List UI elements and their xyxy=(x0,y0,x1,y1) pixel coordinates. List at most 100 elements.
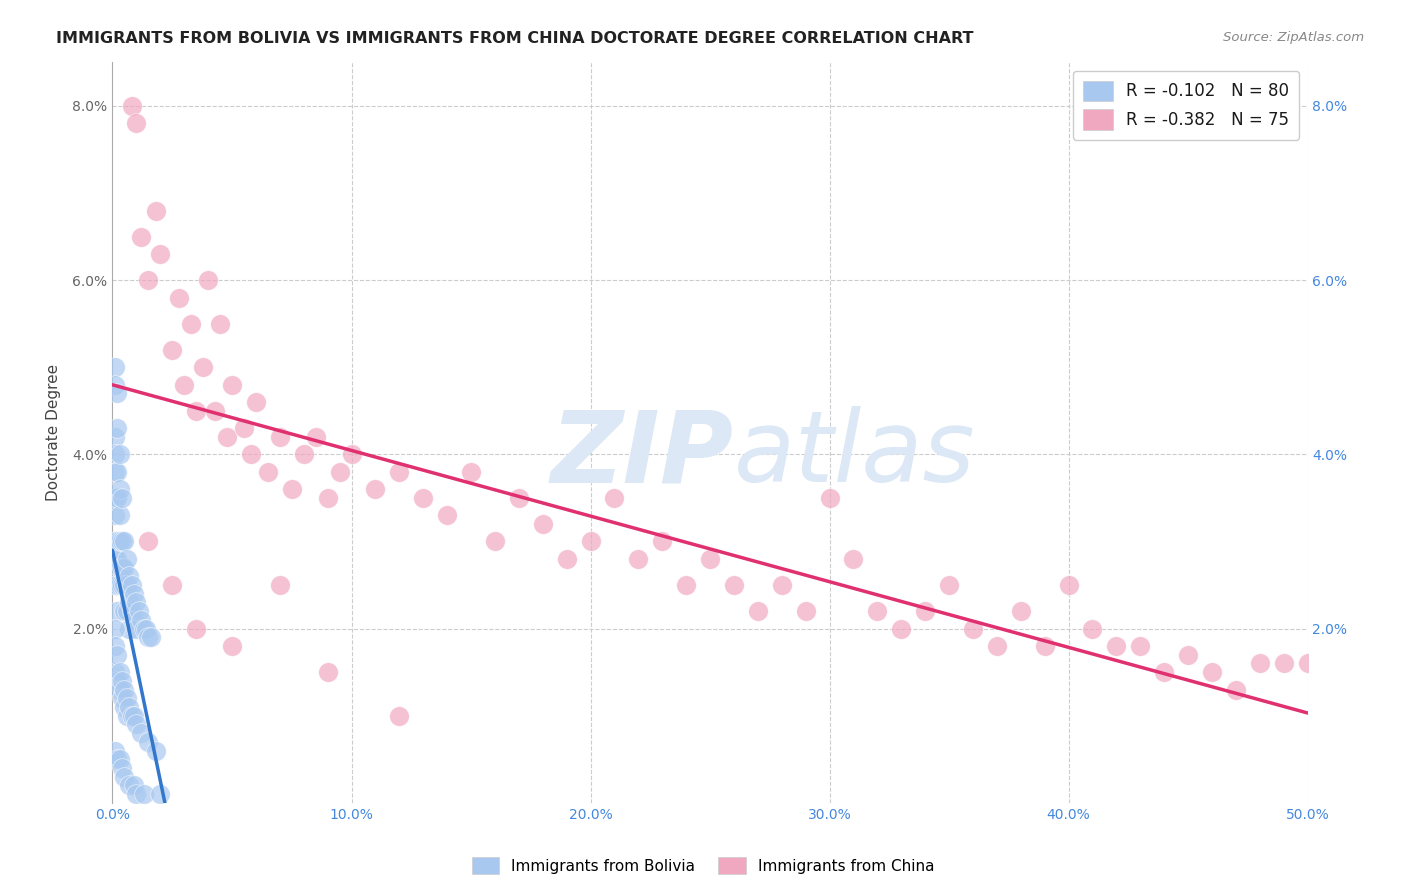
Legend: R = -0.102   N = 80, R = -0.382   N = 75: R = -0.102 N = 80, R = -0.382 N = 75 xyxy=(1073,70,1299,140)
Point xyxy=(186,404,208,418)
Point xyxy=(245,395,267,409)
Point xyxy=(193,360,215,375)
Point xyxy=(770,578,793,592)
Point xyxy=(129,229,152,244)
Point xyxy=(1081,622,1104,636)
Point xyxy=(138,630,160,644)
Point xyxy=(364,482,387,496)
Point xyxy=(138,735,160,749)
Point xyxy=(122,708,145,723)
Point xyxy=(121,604,143,618)
Text: IMMIGRANTS FROM BOLIVIA VS IMMIGRANTS FROM CHINA DOCTORATE DEGREE CORRELATION CH: IMMIGRANTS FROM BOLIVIA VS IMMIGRANTS FR… xyxy=(56,31,974,46)
Point xyxy=(1129,639,1152,653)
Legend: Immigrants from Bolivia, Immigrants from China: Immigrants from Bolivia, Immigrants from… xyxy=(465,851,941,880)
Point xyxy=(104,430,127,444)
Point xyxy=(118,778,141,792)
Point xyxy=(104,622,127,636)
Point xyxy=(1296,657,1319,671)
Point xyxy=(115,604,138,618)
Point xyxy=(104,447,127,461)
Point xyxy=(128,604,150,618)
Point xyxy=(962,622,984,636)
Point xyxy=(627,552,650,566)
Point xyxy=(579,534,602,549)
Point xyxy=(105,534,128,549)
Point xyxy=(388,708,411,723)
Point xyxy=(105,552,128,566)
Point xyxy=(108,447,131,461)
Point xyxy=(138,534,160,549)
Point xyxy=(108,508,131,523)
Point xyxy=(180,317,202,331)
Point xyxy=(132,787,155,801)
Point xyxy=(135,622,157,636)
Point xyxy=(104,552,127,566)
Point xyxy=(257,465,280,479)
Point xyxy=(316,491,339,505)
Point xyxy=(129,726,152,740)
Point xyxy=(121,708,143,723)
Point xyxy=(114,700,135,714)
Point xyxy=(197,273,219,287)
Point xyxy=(316,665,339,680)
Point xyxy=(108,534,131,549)
Point xyxy=(104,639,127,653)
Point xyxy=(111,491,134,505)
Point xyxy=(305,430,328,444)
Point xyxy=(145,743,167,757)
Point xyxy=(209,317,232,331)
Point xyxy=(104,743,127,757)
Point xyxy=(108,578,131,592)
Point xyxy=(118,595,141,609)
Point xyxy=(890,622,912,636)
Point xyxy=(105,604,128,618)
Point xyxy=(111,691,134,706)
Point xyxy=(115,691,138,706)
Point xyxy=(221,377,243,392)
Point xyxy=(162,578,183,592)
Point xyxy=(125,595,148,609)
Point xyxy=(125,622,148,636)
Point xyxy=(132,622,155,636)
Point xyxy=(842,552,865,566)
Point xyxy=(329,465,352,479)
Point xyxy=(603,491,626,505)
Point xyxy=(114,770,135,784)
Point xyxy=(108,682,131,697)
Point xyxy=(104,534,127,549)
Y-axis label: Doctorate Degree: Doctorate Degree xyxy=(46,364,62,501)
Point xyxy=(114,604,135,618)
Point xyxy=(118,700,141,714)
Point xyxy=(1033,639,1056,653)
Point xyxy=(651,534,673,549)
Point xyxy=(108,665,131,680)
Point xyxy=(125,787,148,801)
Point xyxy=(115,708,138,723)
Point xyxy=(105,421,128,435)
Point xyxy=(105,465,128,479)
Point xyxy=(114,534,135,549)
Point xyxy=(108,752,131,766)
Point xyxy=(104,508,127,523)
Point xyxy=(460,465,482,479)
Text: ZIP: ZIP xyxy=(551,407,734,503)
Point xyxy=(105,648,128,662)
Point xyxy=(240,447,263,461)
Point xyxy=(125,717,148,731)
Point xyxy=(484,534,506,549)
Point xyxy=(114,578,135,592)
Point xyxy=(105,752,128,766)
Point xyxy=(111,673,134,688)
Point xyxy=(1105,639,1128,653)
Point xyxy=(111,578,134,592)
Point xyxy=(555,552,578,566)
Point xyxy=(121,578,143,592)
Point xyxy=(115,578,138,592)
Point xyxy=(986,639,1008,653)
Point xyxy=(1177,648,1199,662)
Point xyxy=(129,613,152,627)
Point xyxy=(1272,657,1295,671)
Point xyxy=(122,587,145,601)
Point xyxy=(114,682,135,697)
Point xyxy=(436,508,458,523)
